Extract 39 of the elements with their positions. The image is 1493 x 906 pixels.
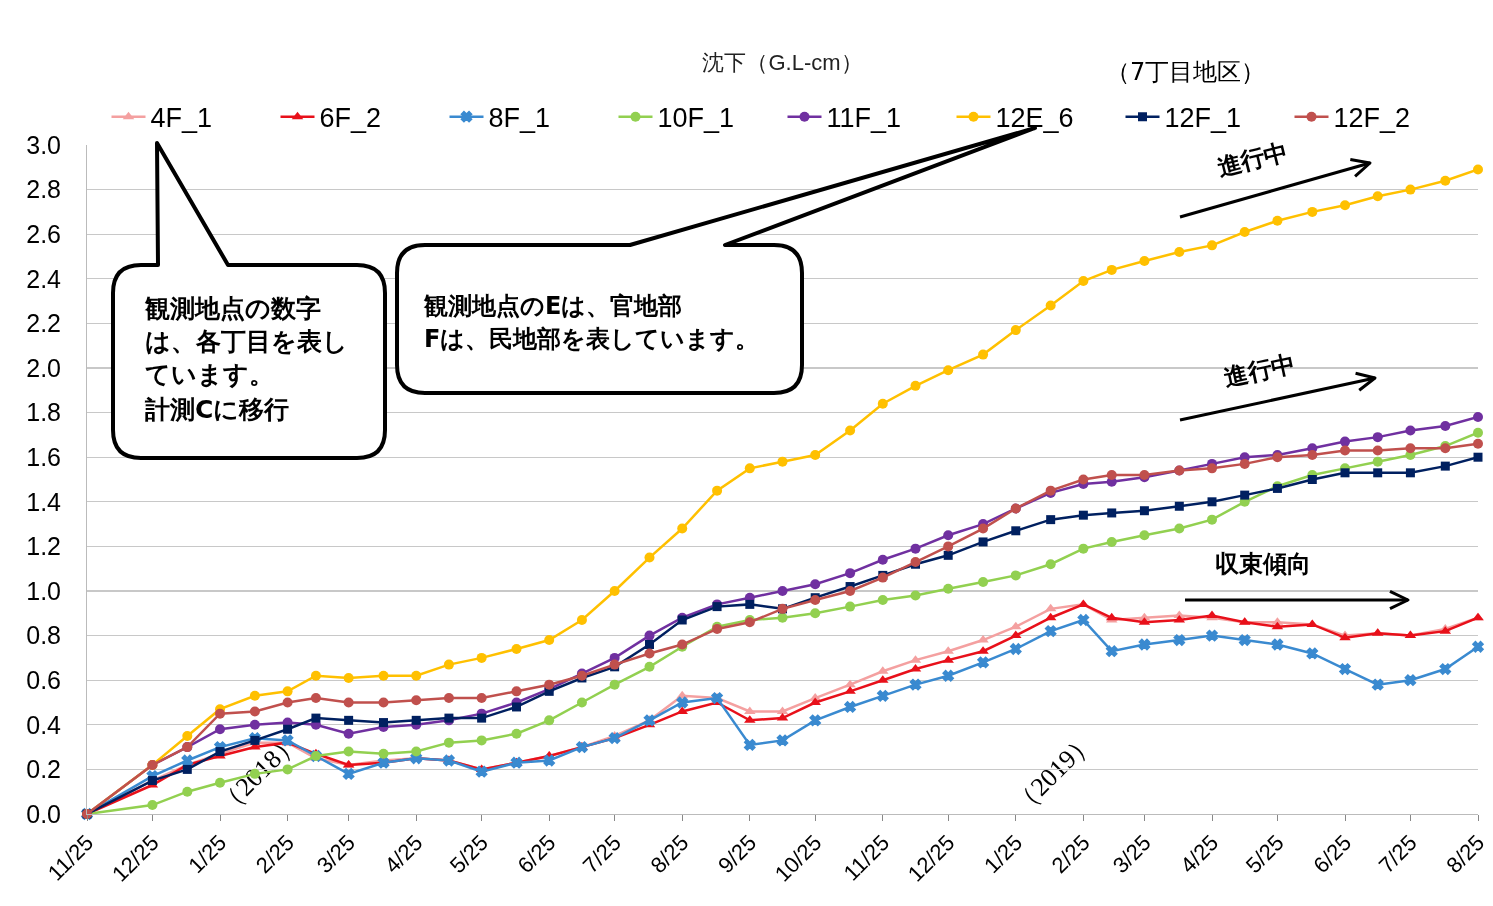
y-tick-label: 0.0	[26, 799, 61, 828]
y-tick-label: 2.4	[26, 264, 62, 293]
y-tick-label: 1.8	[26, 398, 61, 427]
x-tick-label: 4/25	[379, 830, 428, 878]
annotation: 計測Cに移行	[145, 394, 291, 426]
y-tick-label: 1.2	[26, 532, 61, 561]
chart-title: 沈下（G.L-cm）	[702, 49, 863, 75]
legend-label: 12F_1	[1164, 103, 1242, 134]
annotation: 観測地点の数字は、各丁目を表しています。	[145, 293, 349, 391]
x-tick-label: 9/25	[713, 830, 762, 878]
y-tick-label: 2.6	[26, 219, 61, 248]
legend-label: 4F_1	[150, 103, 213, 134]
y-tick-label: 3.0	[26, 130, 61, 159]
chart-subtitle: （7丁目地区）	[1106, 58, 1266, 86]
legend-label: 11F_1	[826, 103, 902, 134]
y-tick-label: 1.6	[26, 442, 61, 471]
y-tick-label: 2.8	[26, 175, 61, 204]
y-tick-label: 0.2	[26, 755, 61, 784]
y-tick-label: 0.4	[26, 710, 62, 739]
y-tick-label: 1.0	[26, 576, 61, 605]
y-tick-label: 2.2	[26, 309, 61, 338]
x-tick-label: 6/25	[512, 830, 561, 878]
x-tick-label: 7/25	[1373, 830, 1422, 878]
y-tick-label: 0.8	[26, 621, 61, 650]
legend-label: 10F_1	[657, 103, 735, 134]
y-tick-label: 0.6	[26, 665, 61, 694]
legend-label: 12E_6	[995, 103, 1074, 134]
annotation: 観測地点のEは、官地部 Fは、民地部を表しています。	[424, 291, 760, 355]
annotation: 進行中	[1221, 348, 1299, 395]
legend-label: 8F_1	[488, 103, 551, 134]
x-tick-label: 6/25	[1308, 830, 1357, 878]
x-tick-label: 7/25	[577, 830, 626, 878]
y-tick-label: 2.0	[26, 353, 61, 382]
y-tick-label: 1.4	[26, 487, 62, 516]
annotation: 進行中	[1214, 136, 1292, 185]
annotation: 収束傾向	[1215, 549, 1311, 580]
x-tick-label: 4/25	[1175, 830, 1224, 878]
legend-label: 6F_2	[319, 103, 382, 134]
legend-label: 12F_2	[1333, 103, 1411, 134]
